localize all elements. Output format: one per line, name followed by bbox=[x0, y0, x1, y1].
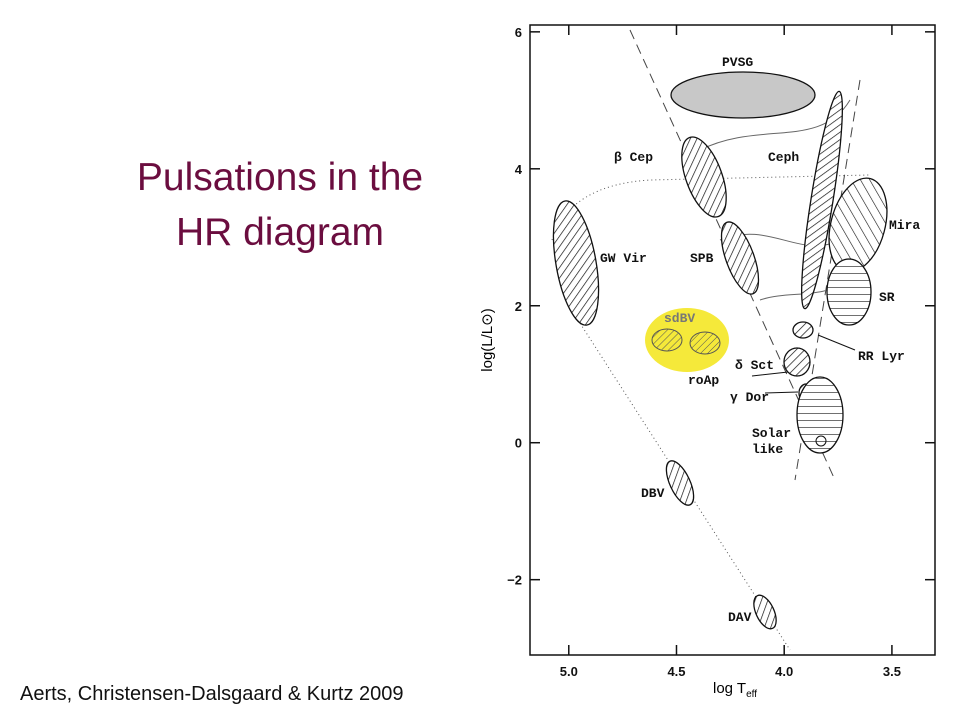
region-label: sdBV bbox=[664, 311, 695, 326]
citation: Aerts, Christensen-Dalsgaard & Kurtz 200… bbox=[20, 683, 404, 705]
x-axis-title-sub: eff bbox=[746, 689, 757, 700]
region-label: RR Lyr bbox=[858, 349, 905, 364]
region-label: SPB bbox=[690, 251, 714, 266]
region-solar bbox=[796, 376, 844, 454]
x-axis-title-main: log T bbox=[713, 680, 746, 697]
region-label: γ Dor bbox=[730, 390, 769, 405]
x-tick-label: 4.0 bbox=[775, 664, 793, 679]
x-tick-label: 4.5 bbox=[667, 664, 685, 679]
y-tick-label: 4 bbox=[515, 162, 523, 177]
region-sdbv bbox=[689, 331, 721, 355]
hr-plot: PVSG β Cep Ceph Mira GW Vir SPB SR sdBV … bbox=[479, 24, 936, 700]
region-pvsg bbox=[670, 71, 816, 119]
region-rrlyr bbox=[792, 321, 814, 339]
x-tick-label: 5.0 bbox=[560, 664, 578, 679]
y-axis-title: log(L/L⊙) bbox=[479, 308, 496, 371]
region-label: SR bbox=[879, 290, 895, 305]
region-gwvir bbox=[552, 200, 600, 326]
region-label: roAp bbox=[688, 373, 719, 388]
region-sdbv-highlight bbox=[645, 308, 729, 372]
region-label: Mira bbox=[889, 218, 920, 233]
y-tick-label: 0 bbox=[515, 436, 522, 451]
region-dav bbox=[753, 594, 777, 630]
region-dbv bbox=[665, 460, 695, 506]
y-tick-label: 6 bbox=[515, 25, 522, 40]
title-line: HR diagram bbox=[176, 211, 384, 254]
region-label: δ Sct bbox=[735, 358, 774, 373]
region-dsct bbox=[783, 347, 811, 377]
region-label: Ceph bbox=[768, 150, 799, 165]
x-axis-title: log Teff bbox=[713, 680, 757, 700]
region-spb bbox=[720, 221, 760, 295]
region-label: DAV bbox=[728, 610, 752, 625]
plot-frame bbox=[529, 24, 936, 656]
region-bcep bbox=[681, 136, 727, 218]
region-ceph bbox=[800, 90, 844, 310]
x-tick-label: 3.5 bbox=[883, 664, 901, 679]
region-label: GW Vir bbox=[600, 251, 647, 266]
region-sdbv bbox=[651, 328, 683, 352]
region-label: like bbox=[752, 442, 783, 457]
region-label: Solar bbox=[752, 426, 791, 441]
pointer-arrows bbox=[751, 334, 856, 394]
region-label: DBV bbox=[641, 486, 665, 501]
region-label: PVSG bbox=[722, 55, 753, 70]
y-tick-label: −2 bbox=[507, 573, 522, 588]
title-line: Pulsations in the bbox=[137, 156, 423, 199]
track bbox=[551, 174, 871, 241]
y-tick-label: 2 bbox=[515, 299, 522, 314]
region-label: β Cep bbox=[614, 150, 653, 165]
region-sr bbox=[826, 258, 872, 326]
sun-symbol bbox=[815, 435, 827, 447]
